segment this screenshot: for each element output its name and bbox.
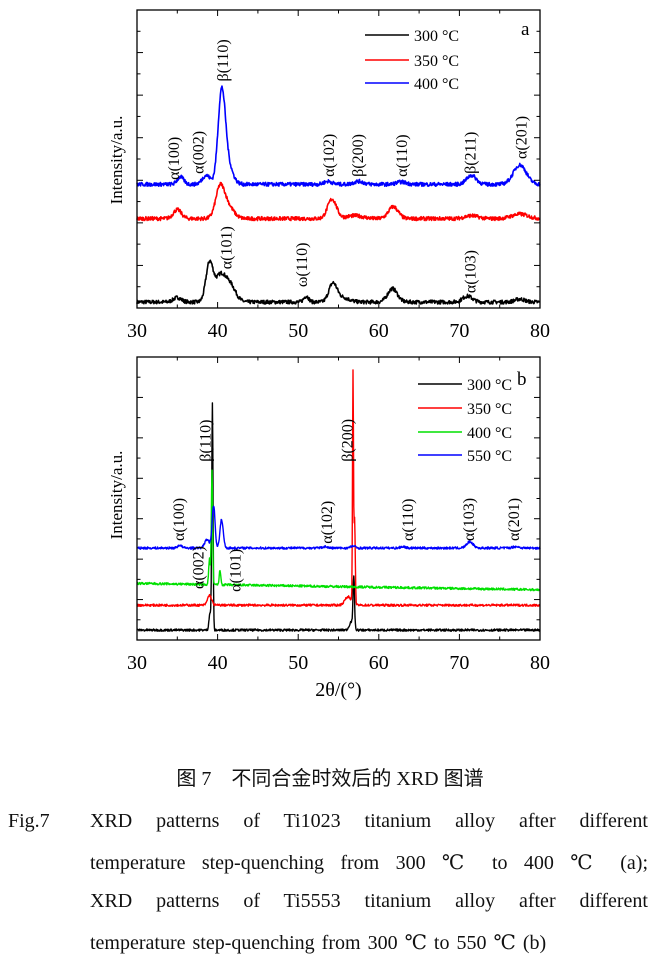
x-tick-label: 70 xyxy=(449,320,469,342)
panel-label: a xyxy=(521,19,530,40)
chart-panel-b: 30 40 50 60 70 80 Intensity/a.u. 2θ/(°) 300 °C 35… xyxy=(107,356,550,701)
caption-line-3: XRD patterns of Ti5553 titanium alloy af… xyxy=(90,890,648,912)
x-tick-label: 60 xyxy=(369,652,389,674)
legend-label: 400 °C xyxy=(467,425,512,442)
caption-label: Fig.7 xyxy=(8,810,50,832)
plot-frame xyxy=(136,356,541,641)
legend-label: 300 °C xyxy=(414,28,459,45)
peak-annotation: α(110) xyxy=(394,134,411,176)
peak-annotation: α(002) xyxy=(190,546,207,589)
peak-annotation: β(211) xyxy=(463,132,480,174)
x-tick-label: 50 xyxy=(288,320,308,342)
peak-annotation: α(110) xyxy=(400,498,417,540)
y-axis-label: Intensity/a.u. xyxy=(107,116,126,205)
x-tick-label: 70 xyxy=(449,652,469,674)
x-tick-label: 30 xyxy=(127,652,147,674)
peak-annotation: α(201) xyxy=(506,498,523,541)
x-tick-label: 30 xyxy=(127,320,147,342)
caption-line-2: temperature step-quenching from 300 ℃ to… xyxy=(90,852,648,874)
series-line-300C xyxy=(136,259,541,305)
x-tick-label: 40 xyxy=(208,320,228,342)
caption-line-1: XRD patterns of Ti1023 titanium alloy af… xyxy=(90,810,648,832)
peak-annotation: α(100) xyxy=(166,137,183,180)
caption-line-4: temperature step-quenching from 300 ℃ to… xyxy=(90,932,547,954)
peak-annotation: α(103) xyxy=(461,498,478,541)
series-line-350C xyxy=(136,369,541,607)
peak-annotation: α(101) xyxy=(227,549,244,592)
peak-annotation: α(101) xyxy=(218,226,235,269)
x-tick-label: 40 xyxy=(208,652,228,674)
xrd-figure: 30 40 50 60 70 80 Intensity/a.u. 300 °C 350 °C 40… xyxy=(107,9,550,701)
legend-label: 300 °C xyxy=(467,377,512,394)
peak-annotation: α(100) xyxy=(171,498,188,541)
peak-annotation: β(110) xyxy=(198,420,215,462)
x-axis-label: 2θ/(°) xyxy=(315,679,361,701)
peak-annotation: α(201) xyxy=(513,116,530,159)
x-tick-label: 80 xyxy=(530,320,550,342)
series-line-350C xyxy=(136,181,541,222)
series-line-400C xyxy=(136,469,541,592)
peak-annotation: β(110) xyxy=(215,39,232,81)
peak-annotation: α(102) xyxy=(321,134,338,177)
peak-annotation: α(102) xyxy=(319,501,336,544)
y-axis-label: Intensity/a.u. xyxy=(107,451,126,540)
legend-label: 550 °C xyxy=(467,448,512,465)
x-tick-label: 50 xyxy=(288,652,308,674)
peak-annotation: α(103) xyxy=(463,250,480,293)
peak-annotation: β(200) xyxy=(339,419,356,462)
peak-annotation: α(002) xyxy=(190,131,207,174)
legend-label: 400 °C xyxy=(414,76,459,93)
series-line-550C xyxy=(136,505,541,550)
legend-label: 350 °C xyxy=(467,401,512,418)
legend-label: 350 °C xyxy=(414,53,459,70)
chart-panel-a: 30 40 50 60 70 80 Intensity/a.u. 300 °C 350 °C 40… xyxy=(107,9,550,342)
peak-annotation: ω(110) xyxy=(294,243,311,288)
caption-chinese: 图 7 不同合金时效后的 XRD 图谱 xyxy=(176,768,484,790)
panel-label: b xyxy=(517,369,527,390)
x-tick-label: 80 xyxy=(530,652,550,674)
peak-annotation: β(200) xyxy=(350,134,367,177)
series-line-300C xyxy=(136,402,541,632)
x-tick-label: 60 xyxy=(369,320,389,342)
series-line-400C xyxy=(136,85,541,187)
